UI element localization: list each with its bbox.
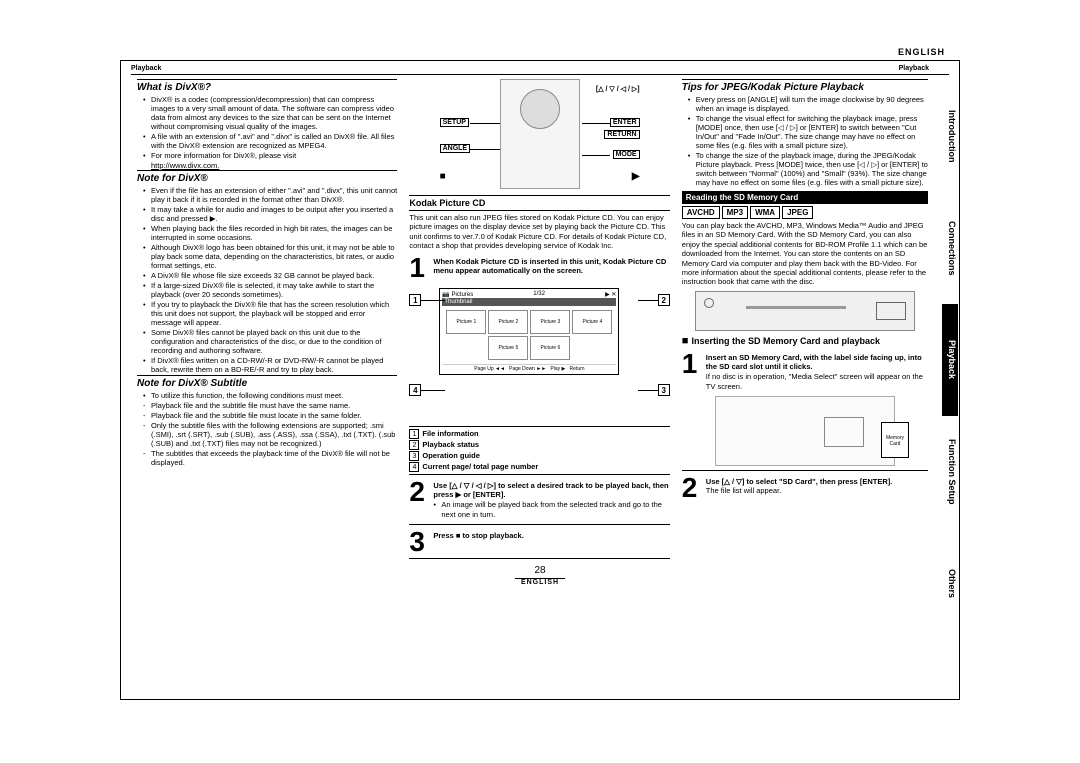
note-divx-heading: Note for DivX® [137, 170, 397, 184]
what-is-divx-heading: What is DivX®? [137, 79, 397, 93]
format-badge: MP3 [722, 206, 748, 219]
list-item: A DivX® file whose file size exceeds 32 … [145, 271, 397, 280]
format-badge: WMA [750, 206, 780, 219]
thumbnail: Picture 2 [488, 310, 528, 334]
step-3-num: 3 [409, 529, 433, 554]
language-label: ENGLISH [898, 47, 945, 57]
sd-insert-diagram: Memory Card [715, 396, 895, 466]
format-badge: AVCHD [682, 206, 720, 219]
sd-step-2-num: 2 [682, 475, 706, 500]
manual-page: Playback Playback What is DivX®? DivX® i… [120, 60, 960, 700]
column-1: What is DivX®? DivX® is a codec (compres… [131, 79, 403, 561]
step-3-text: Press ■ to stop playback. [433, 529, 669, 554]
thumbnail-screen: 📷 Pictures1/32▶ ✕ Thumbnail Picture 1Pic… [439, 288, 619, 375]
sd-step-1-num: 1 [682, 351, 706, 392]
list-item: The subtitles that exceeds the playback … [145, 449, 397, 467]
callout-2: 2 [658, 294, 670, 306]
list-item: If DivX® files written on a CD-RW/-R or … [145, 356, 397, 374]
list-item: DivX® is a codec (compression/decompress… [145, 95, 397, 131]
tab-function-setup[interactable]: Function Setup [942, 416, 958, 528]
definition-item: 4Current page/ total page number [409, 462, 669, 472]
step-2-num: 2 [409, 479, 433, 520]
sd-desc: You can play back the AVCHD, MP3, Window… [682, 221, 928, 287]
section-tabs: IntroductionConnectionsPlaybackFunction … [942, 80, 958, 640]
list-item: Only the subtitle files with the followi… [145, 421, 397, 448]
list-item: Some DivX® files cannot be played back o… [145, 328, 397, 355]
definition-item: 3Operation guide [409, 451, 669, 461]
list-item: To change the visual effect for switchin… [690, 114, 928, 150]
tab-others[interactable]: Others [942, 528, 958, 640]
remote-diagram: [△ / ▽ / ◁ / ▷] SETUP ENTER RETURN ANGLE… [440, 79, 640, 189]
sd-step-2: Use [△ / ▽] to select "SD Card", then pr… [706, 475, 928, 500]
kodak-heading: Kodak Picture CD [409, 195, 669, 211]
thumbnail: Picture 3 [530, 310, 570, 334]
list-item: To change the size of the playback image… [690, 151, 928, 187]
tab-connections[interactable]: Connections [942, 192, 958, 304]
page-lang: ENGLISH [515, 578, 565, 586]
divx-link[interactable]: http://www.divx.com. [137, 161, 397, 170]
thumbnail: Picture 1 [446, 310, 486, 334]
kodak-desc: This unit can also run JPEG files stored… [409, 213, 669, 251]
thumbnail: Picture 5 [488, 336, 528, 360]
sd-reading-heading: Reading the SD Memory Card [682, 191, 928, 204]
list-item: To utilize this function, the following … [145, 391, 397, 400]
list-item: It may take a while for audio and images… [145, 205, 397, 223]
header-left: Playback [131, 65, 161, 72]
thumbnail: Picture 4 [572, 310, 612, 334]
step-1-num: 1 [409, 255, 433, 280]
tab-playback[interactable]: Playback [942, 304, 958, 416]
callout-1: 1 [409, 294, 421, 306]
list-item: A file with an extension of ".avi" and "… [145, 132, 397, 150]
list-item: Even if the file has an extension of eit… [145, 186, 397, 204]
format-badge: JPEG [782, 206, 813, 219]
page-number: 28 [121, 565, 959, 576]
tab-introduction[interactable]: Introduction [942, 80, 958, 192]
list-item: When playing back the files recorded in … [145, 224, 397, 242]
callout-4: 4 [409, 384, 421, 396]
tips-heading: Tips for JPEG/Kodak Picture Playback [682, 79, 928, 93]
thumbnail: Picture 6 [530, 336, 570, 360]
step-1-text: When Kodak Picture CD is inserted in thi… [433, 255, 669, 280]
list-item: Playback file and the subtitle file must… [145, 411, 397, 420]
definition-item: 2Playback status [409, 440, 669, 450]
note-divx-subtitle-heading: Note for DivX® Subtitle [137, 375, 397, 389]
column-2: [△ / ▽ / ◁ / ▷] SETUP ENTER RETURN ANGLE… [403, 79, 675, 561]
step-2-text: Use [△ / ▽ / ◁ / ▷] to select a desired … [433, 479, 669, 520]
sd-step-1: Insert an SD Memory Card, with the label… [706, 351, 928, 392]
player-diagram [695, 291, 915, 331]
list-item: If a large-sized DivX® file is selected,… [145, 281, 397, 299]
definition-item: 1File information [409, 429, 669, 439]
list-item: Every press on [ANGLE] will turn the ima… [690, 95, 928, 113]
list-item: Although DivX® logo has been obtained fo… [145, 243, 397, 270]
list-item: Playback file and the subtitle file must… [145, 401, 397, 410]
list-item: If you try to playback the DivX® file th… [145, 300, 397, 327]
header-right: Playback [899, 65, 929, 72]
inserting-heading: Inserting the SD Memory Card and playbac… [682, 335, 928, 347]
callout-3: 3 [658, 384, 670, 396]
list-item: For more information for DivX®, please v… [145, 151, 397, 160]
column-3: Tips for JPEG/Kodak Picture Playback Eve… [676, 79, 948, 561]
